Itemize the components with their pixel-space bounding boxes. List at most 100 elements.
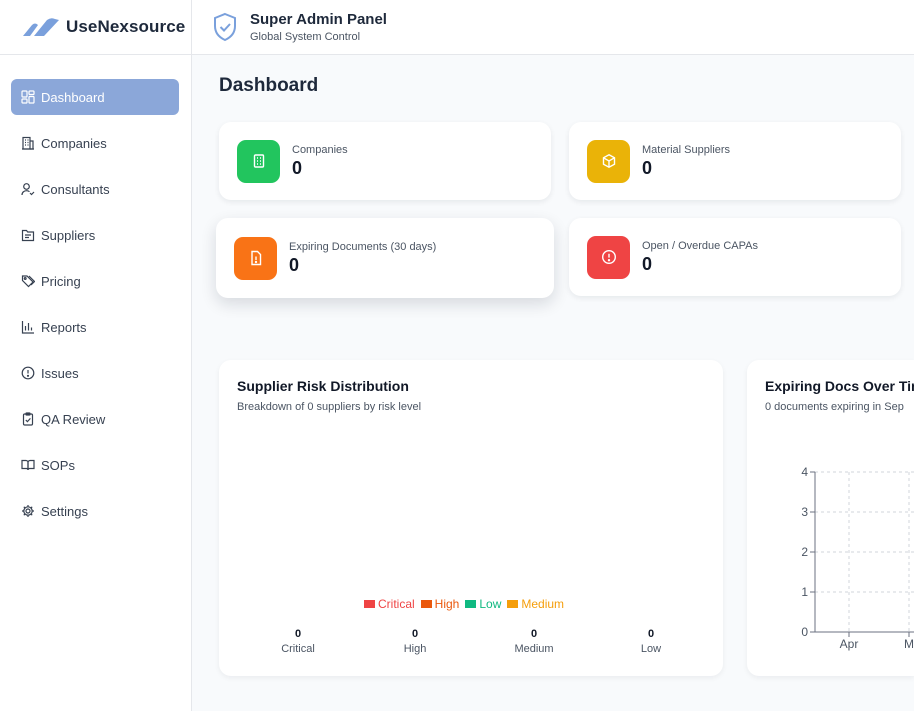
sidebar: UseNexsource Dashboard Companies Consult… [0,0,192,711]
supplier-risk-card: Supplier Risk Distribution Breakdown of … [219,360,723,676]
brand[interactable]: UseNexsource [0,0,191,55]
sidebar-item-sops[interactable]: SOPs [11,447,179,483]
legend-label: Medium [521,597,565,611]
sidebar-item-companies[interactable]: Companies [11,125,179,161]
stat-text: Material Suppliers 0 [642,144,730,179]
stat-card-material-suppliers[interactable]: Material Suppliers 0 [569,122,901,200]
expiring-docs-card: Expiring Docs Over Tim 0 documents expir… [747,360,914,676]
sidebar-item-label: Settings [41,503,88,519]
legend-label: Low [479,597,502,611]
package-icon [587,139,630,183]
y-tick-label: 4 [801,465,808,479]
risk-summary-low: 0 Low [611,628,691,655]
risk-label: Medium [514,643,554,655]
bar-chart-icon [21,320,35,334]
stat-value: 0 [292,157,303,178]
header-title: Super Admin Panel [250,11,387,28]
stat-value: 0 [289,254,300,275]
stat-label: Expiring Documents (30 days) [289,240,437,253]
alert-circle-icon [21,366,35,380]
clipboard-check-icon [21,412,35,426]
legend-swatch [364,600,375,608]
legend-swatch [420,600,432,608]
y-tick-label: 3 [801,505,808,519]
legend-label: Critical [378,597,415,611]
card-subtitle: Breakdown of 0 suppliers by risk level [237,401,422,413]
risk-summary-critical: 0 Critical [258,628,338,655]
sidebar-item-label: Dashboard [41,89,105,105]
y-tick-label: 2 [801,545,808,559]
risk-label: High [403,643,427,655]
dashboard-icon [21,90,35,104]
legend-swatch [507,600,519,608]
expiring-docs-chart: 0 1 2 3 4 Apr M [801,465,914,651]
stat-card-open-capas[interactable]: Open / Overdue CAPAs 0 [569,218,901,296]
stat-text: Open / Overdue CAPAs 0 [642,240,758,275]
sidebar-item-reports[interactable]: Reports [11,309,179,345]
legend-swatch [465,600,477,608]
sidebar-item-label: Pricing [41,273,81,289]
stat-label: Companies [292,143,348,156]
risk-count: 0 [530,628,538,640]
stat-label: Material Suppliers [642,143,731,156]
risk-summary-high: 0 High [375,628,455,655]
sidebar-item-pricing[interactable]: Pricing [11,263,179,299]
folder-tree-icon [21,228,35,242]
stat-card-companies[interactable]: Companies 0 [219,122,551,200]
y-tick-label: 1 [801,585,808,599]
stat-value: 0 [642,157,653,178]
card-title: Expiring Docs Over Tim [765,378,914,394]
sidebar-item-dashboard[interactable]: Dashboard [11,79,179,115]
legend-item-high[interactable]: High [420,597,460,611]
legend-label: High [434,597,460,611]
card-subtitle: 0 documents expiring in Sep [765,401,904,413]
x-tick-label: Apr [840,637,859,651]
legend-item-low[interactable]: Low [465,597,501,611]
tags-icon [21,274,35,288]
gear-icon [21,504,35,518]
risk-summary-medium: 0 Medium [494,628,574,655]
sidebar-item-label: Companies [41,135,107,151]
brand-name: UseNexsource [66,17,186,36]
y-tick-label: 0 [801,625,808,639]
stat-card-expiring-documents[interactable]: Expiring Documents (30 days) 0 [216,218,554,298]
risk-count: 0 [411,628,419,640]
brand-logo-icon [23,18,59,36]
legend-item-critical[interactable]: Critical [364,597,415,611]
sidebar-item-label: Suppliers [41,227,96,243]
sidebar-item-label: Consultants [41,181,110,197]
sidebar-item-label: Reports [41,319,87,335]
sidebar-item-settings[interactable]: Settings [11,493,179,529]
risk-legend: Critical High Low Medium [364,597,564,611]
page-title: Dashboard [219,75,319,96]
risk-count: 0 [294,628,302,640]
risk-count: 0 [647,628,655,640]
shield-check-icon [214,12,236,42]
sidebar-item-label: SOPs [41,457,75,473]
sidebar-nav: Dashboard Companies Consultants Supplier… [0,55,191,529]
legend-item-medium[interactable]: Medium [507,597,564,611]
alert-circle-icon [587,235,630,279]
risk-label: Critical [281,643,315,655]
file-alert-icon [234,236,277,280]
sidebar-item-qa-review[interactable]: QA Review [11,401,179,437]
risk-label: Low [640,643,662,655]
user-check-icon [21,182,35,196]
stat-text: Companies 0 [292,144,348,179]
stat-text: Expiring Documents (30 days) 0 [289,241,436,276]
building-icon [237,139,280,183]
header-titles: Super Admin Panel Global System Control [250,11,387,43]
sidebar-item-suppliers[interactable]: Suppliers [11,217,179,253]
building-icon [21,136,35,150]
stat-value: 0 [642,253,653,274]
top-header: Super Admin Panel Global System Control [192,0,914,55]
stat-label: Open / Overdue CAPAs [642,239,758,252]
x-tick-label: M [904,637,914,651]
sidebar-item-issues[interactable]: Issues [11,355,179,391]
card-title: Supplier Risk Distribution [237,378,409,394]
header-subtitle: Global System Control [250,31,361,43]
sidebar-item-label: Issues [41,365,79,381]
sidebar-item-consultants[interactable]: Consultants [11,171,179,207]
sidebar-item-label: QA Review [41,411,106,427]
book-open-icon [21,458,35,472]
